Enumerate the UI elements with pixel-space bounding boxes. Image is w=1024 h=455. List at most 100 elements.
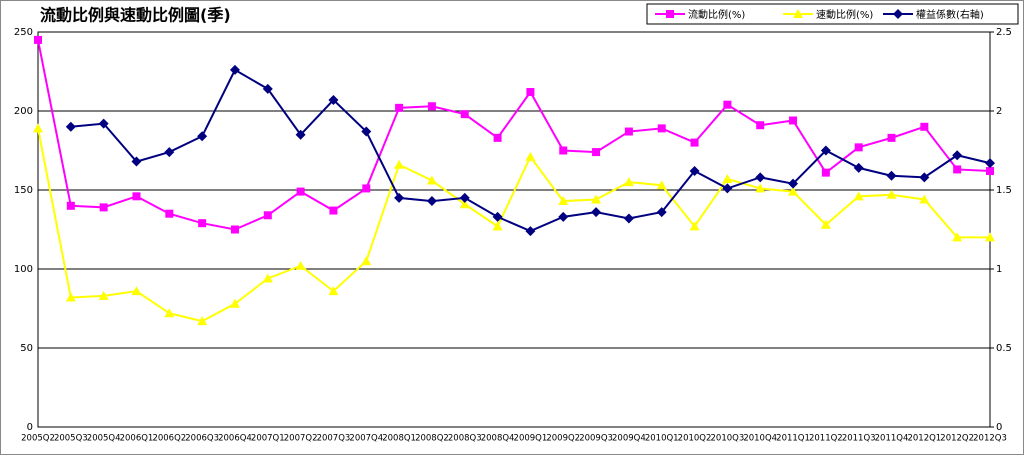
y-tick-label: 150	[14, 185, 33, 196]
marker	[65, 292, 76, 302]
x-tick-label: 2011Q3	[842, 434, 876, 444]
x-tick-label: 2011Q4	[875, 434, 909, 444]
x-tick-label: 2006Q3	[185, 434, 219, 444]
x-tick-label: 2012Q3	[973, 434, 1007, 444]
y2-tick-label: 0	[996, 422, 1002, 433]
marker	[229, 64, 240, 75]
marker	[459, 199, 470, 209]
marker	[756, 121, 765, 130]
marker	[953, 165, 962, 174]
marker	[394, 192, 405, 203]
marker	[558, 211, 569, 222]
marker	[919, 172, 930, 183]
marker	[426, 175, 437, 185]
marker	[394, 159, 405, 169]
y-tick-label: 250	[14, 27, 33, 38]
marker	[230, 225, 239, 234]
x-tick-label: 2012Q2	[940, 434, 974, 444]
legend-marker	[893, 9, 903, 19]
marker	[132, 192, 141, 201]
marker	[689, 166, 700, 177]
x-tick-label: 2010Q1	[645, 434, 679, 444]
marker	[362, 184, 371, 193]
x-tick-label: 2005Q2	[21, 434, 55, 444]
marker	[788, 186, 799, 196]
x-tick-label: 2007Q2	[284, 434, 318, 444]
x-tick-label: 2008Q3	[448, 434, 482, 444]
marker	[623, 177, 634, 187]
marker	[131, 156, 142, 167]
marker	[66, 201, 75, 210]
marker	[690, 138, 699, 147]
marker	[229, 298, 240, 308]
marker	[592, 148, 601, 157]
x-tick-label: 2005Q4	[87, 434, 121, 444]
marker	[328, 286, 339, 296]
x-tick-label: 2008Q4	[481, 434, 515, 444]
marker	[886, 189, 897, 199]
marker	[65, 121, 76, 132]
marker	[328, 94, 339, 105]
marker	[296, 187, 305, 196]
marker	[656, 207, 667, 218]
marker	[492, 211, 503, 222]
marker	[591, 194, 602, 204]
y2-tick-label: 1.5	[996, 185, 1012, 196]
legend-box	[646, 3, 1019, 25]
marker	[559, 146, 568, 155]
marker	[986, 167, 994, 176]
marker	[689, 221, 700, 231]
marker	[887, 133, 896, 142]
x-tick-label: 2008Q1	[382, 434, 416, 444]
marker	[99, 203, 108, 212]
legend-marker	[793, 9, 803, 18]
x-tick-label: 2006Q4	[218, 434, 252, 444]
marker	[33, 123, 43, 133]
marker	[558, 196, 569, 206]
marker	[492, 221, 503, 231]
marker	[361, 126, 372, 137]
legend-label: 權益係數(右軸)	[916, 8, 984, 21]
x-tick-label: 2010Q3	[711, 434, 745, 444]
marker	[361, 256, 372, 266]
marker	[853, 162, 864, 173]
marker	[460, 110, 469, 119]
y-tick-label: 50	[20, 343, 33, 354]
marker	[820, 145, 831, 156]
x-tick-label: 2008Q2	[415, 434, 449, 444]
marker	[723, 100, 732, 109]
marker	[591, 207, 602, 218]
y2-tick-label: 0.5	[996, 343, 1012, 354]
marker	[164, 308, 175, 318]
marker	[657, 124, 666, 133]
marker	[34, 35, 42, 44]
x-tick-label: 2007Q1	[251, 434, 285, 444]
x-tick-label: 2011Q1	[776, 434, 810, 444]
marker	[920, 122, 929, 131]
y-tick-label: 100	[14, 264, 33, 275]
y-tick-label: 200	[14, 106, 33, 117]
legend-label: 速動比例(%)	[816, 8, 873, 21]
marker	[722, 183, 733, 194]
marker	[722, 173, 733, 183]
marker	[98, 118, 109, 129]
marker	[525, 151, 536, 161]
marker	[197, 131, 208, 142]
marker	[395, 103, 404, 112]
legend-label: 流動比例(%)	[688, 8, 745, 21]
marker	[985, 158, 995, 169]
marker	[985, 232, 995, 242]
x-tick-label: 2009Q2	[546, 434, 580, 444]
marker	[886, 170, 897, 181]
marker	[526, 88, 535, 97]
marker	[624, 127, 633, 136]
x-tick-label: 2006Q2	[152, 434, 186, 444]
marker	[329, 206, 338, 215]
y2-tick-label: 2.5	[996, 27, 1012, 38]
marker	[427, 102, 436, 111]
marker	[820, 219, 831, 229]
x-tick-label: 2010Q4	[743, 434, 777, 444]
marker	[198, 219, 207, 228]
